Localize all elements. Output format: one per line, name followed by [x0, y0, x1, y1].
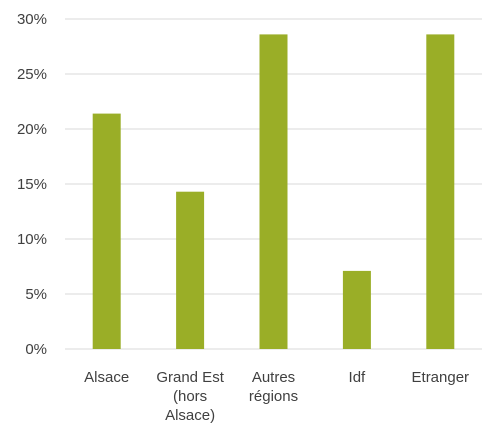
x-category-label: régions: [249, 388, 298, 405]
x-category-label: (hors: [173, 388, 207, 405]
y-tick-label: 5%: [25, 286, 47, 303]
bars: [92, 34, 455, 350]
y-tick-label: 20%: [17, 121, 47, 138]
x-category-label: Idf: [349, 369, 367, 386]
bar: [342, 270, 371, 349]
x-category-label: Etranger: [412, 369, 470, 386]
y-tick-label: 30%: [17, 11, 47, 28]
bar: [92, 113, 121, 349]
bar: [176, 191, 205, 349]
x-category-label: Autres: [252, 369, 295, 386]
bar: [259, 34, 288, 350]
y-axis-tick-labels: 0% 5% 10% 15% 20% 25% 30%: [17, 11, 47, 358]
y-tick-label: 25%: [17, 66, 47, 83]
x-category-label: Grand Est: [156, 369, 224, 386]
bar: [426, 34, 455, 350]
x-category-label: Alsace: [84, 369, 129, 386]
x-category-label: Alsace): [165, 407, 215, 424]
y-tick-label: 0%: [25, 341, 47, 358]
y-tick-label: 15%: [17, 176, 47, 193]
x-axis-category-labels: Alsace Grand Est (hors Alsace) Autres régions…: [84, 369, 469, 424]
y-tick-label: 10%: [17, 231, 47, 248]
